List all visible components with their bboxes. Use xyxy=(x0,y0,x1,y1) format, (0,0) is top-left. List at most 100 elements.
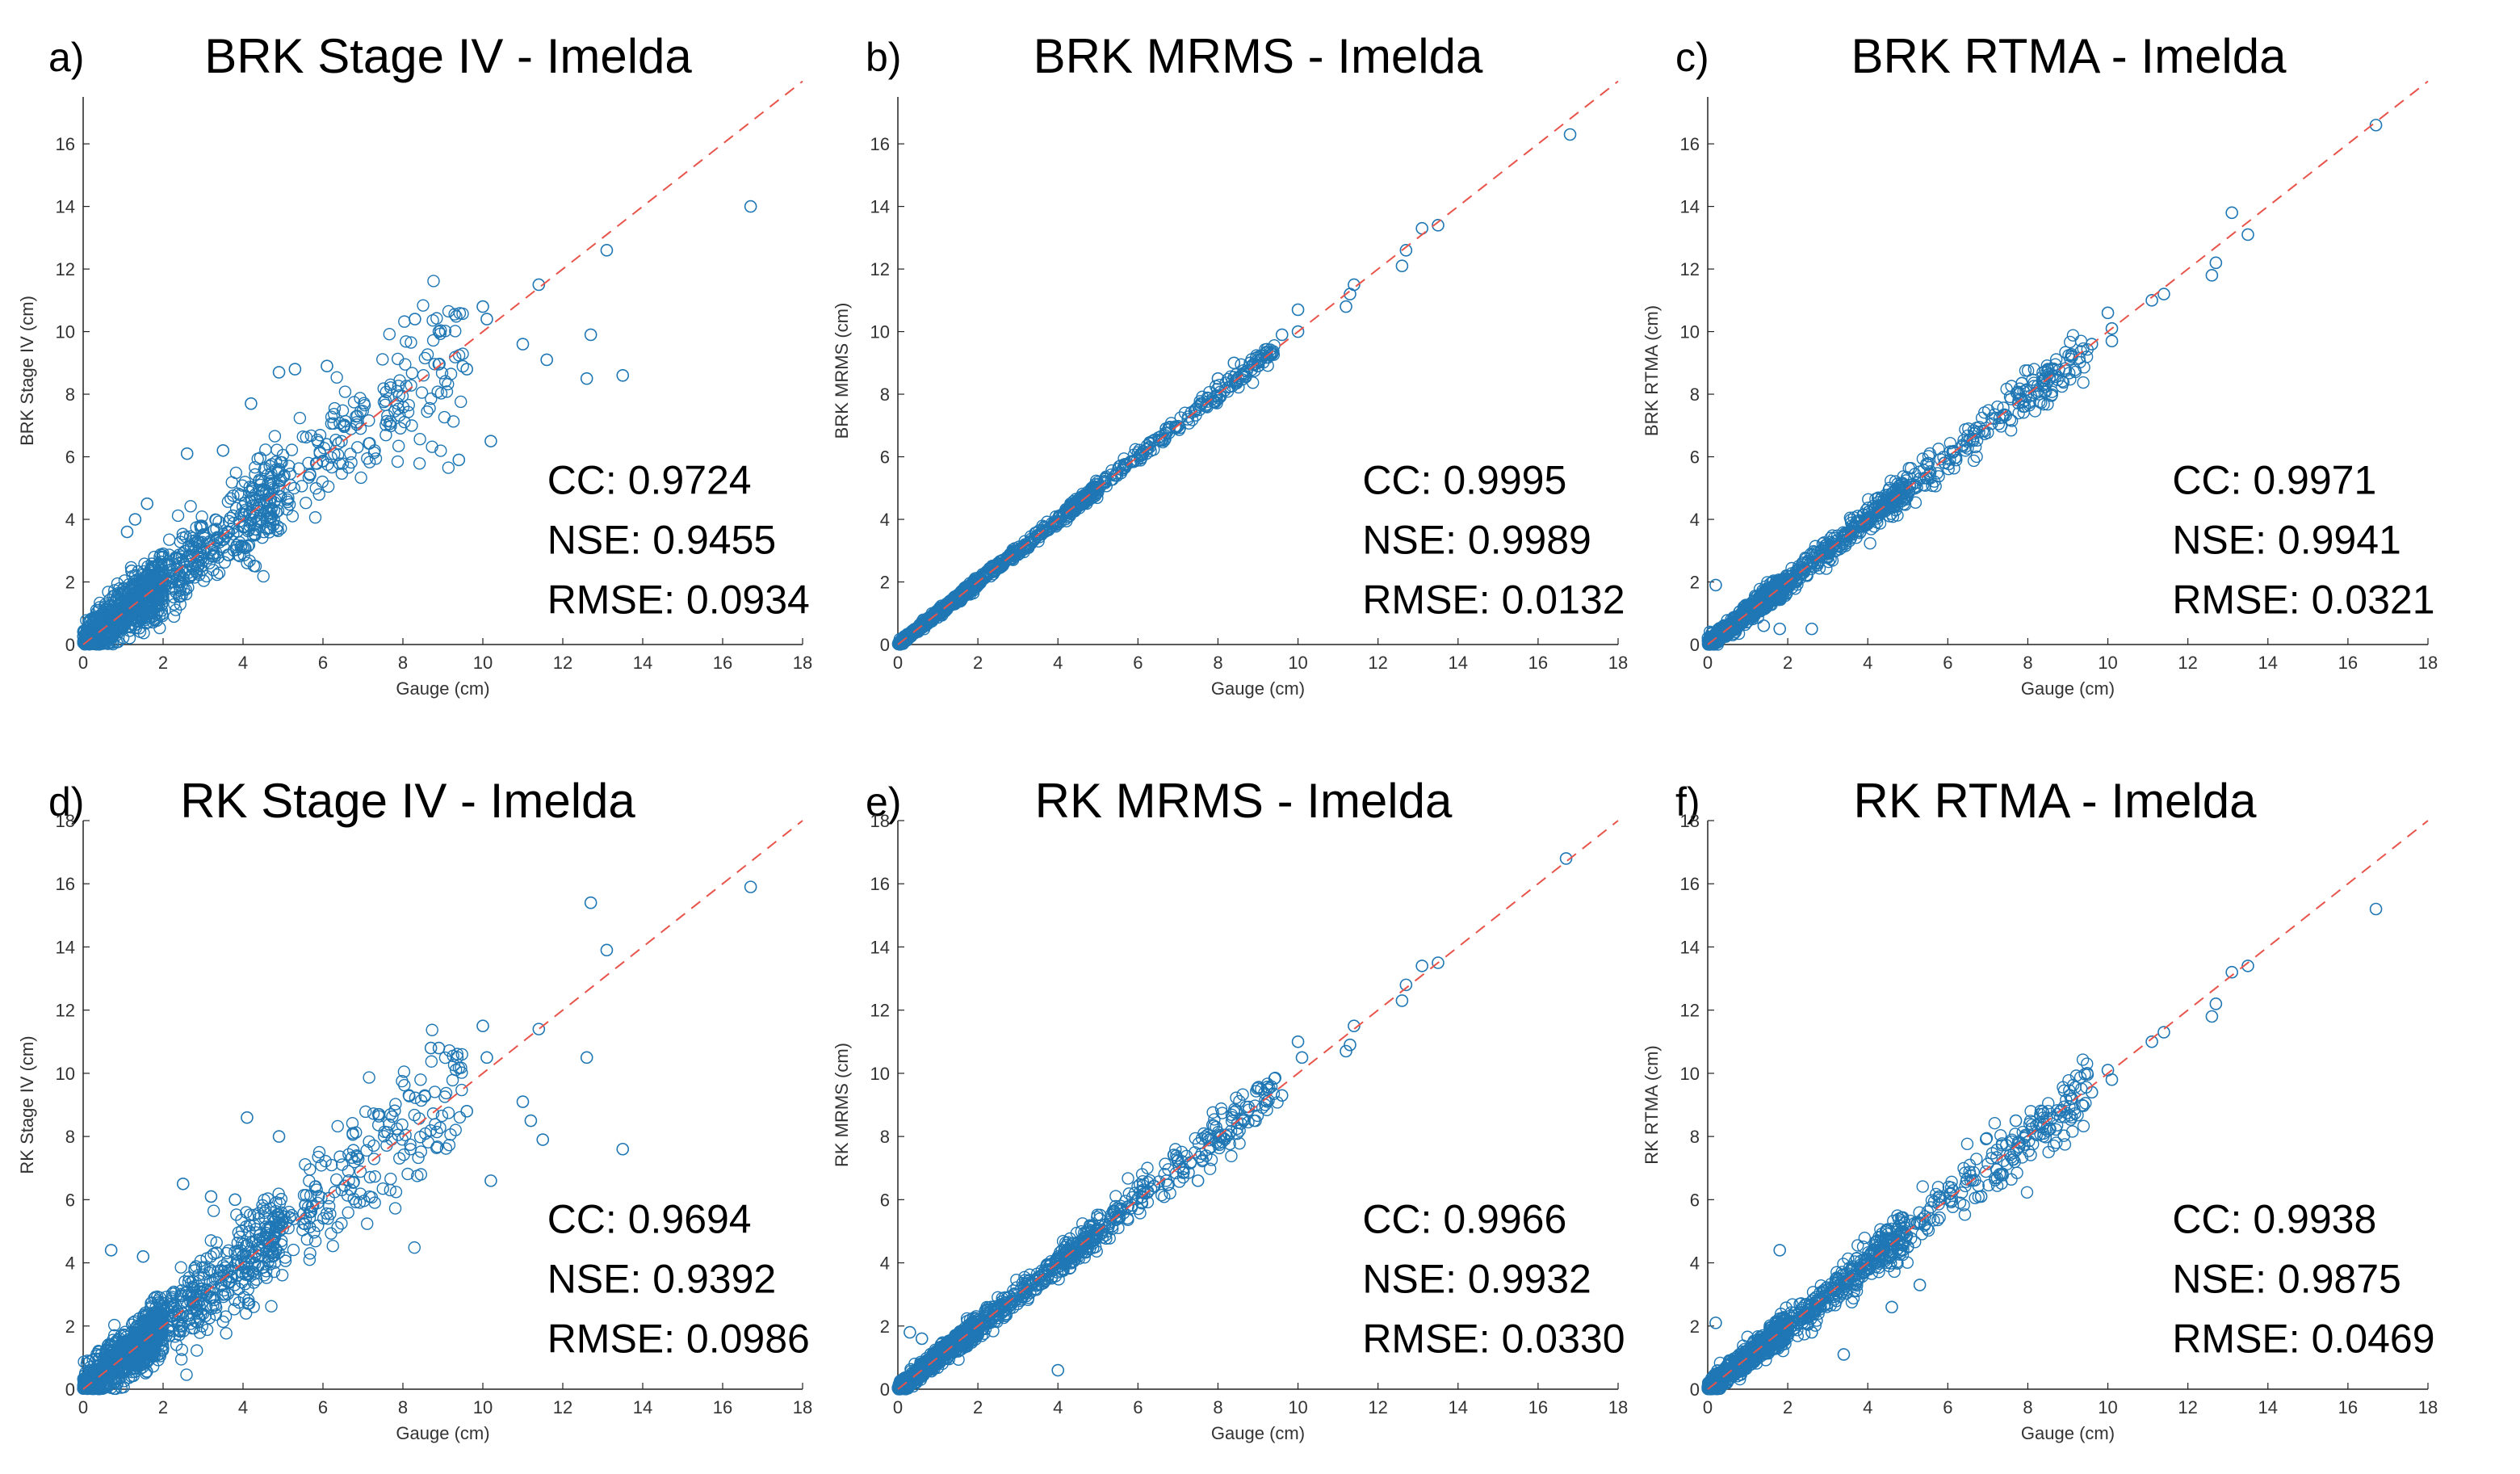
y-tick-label: 8 xyxy=(65,384,75,405)
scatter-point xyxy=(286,444,297,456)
scatter-point xyxy=(363,438,375,449)
scatter-point xyxy=(450,1124,461,1136)
scatter-point xyxy=(352,442,363,453)
scatter-point xyxy=(406,420,417,431)
scatter-point xyxy=(1396,260,1407,271)
x-tick-label: 0 xyxy=(78,653,88,673)
scatter-point xyxy=(422,349,434,360)
scatter-point xyxy=(129,514,140,525)
scatter-point xyxy=(377,354,388,365)
scatter-point xyxy=(392,353,404,364)
scatter-point xyxy=(1969,455,1980,466)
panel-label: a) xyxy=(48,35,84,80)
y-axis-label: RK Stage IV (cm) xyxy=(17,1035,37,1174)
y-tick-label: 12 xyxy=(56,1001,75,1021)
scatter-point xyxy=(585,329,597,340)
panel-title: BRK MRMS - Imelda xyxy=(1034,29,1483,83)
y-tick-label: 14 xyxy=(870,197,890,217)
x-axis-label: Gauge (cm) xyxy=(2021,678,2115,699)
scatter-point xyxy=(1277,329,1288,340)
scatter-point xyxy=(304,1254,315,1266)
panel-title: BRK RTMA - Imelda xyxy=(1851,29,2287,83)
scatter-point xyxy=(384,329,395,340)
scatter-point xyxy=(141,498,153,510)
x-tick-label: 14 xyxy=(633,1397,652,1417)
scatter-point xyxy=(1933,443,1944,455)
y-tick-label: 0 xyxy=(65,1380,75,1400)
x-tick-label: 8 xyxy=(398,1397,408,1417)
y-tick-label: 4 xyxy=(65,510,75,530)
y-tick-label: 2 xyxy=(1690,573,1700,593)
stat-cc: CC: 0.9971 xyxy=(2172,458,2376,503)
x-tick-label: 10 xyxy=(473,653,493,673)
y-tick-label: 12 xyxy=(870,259,890,279)
scatter-point xyxy=(1864,538,1876,549)
x-tick-label: 14 xyxy=(633,653,652,673)
y-axis-label: BRK RTMA (cm) xyxy=(1642,305,1662,436)
x-tick-label: 4 xyxy=(238,1397,248,1417)
x-tick-label: 10 xyxy=(473,1397,493,1417)
stat-cc: CC: 0.9995 xyxy=(1362,458,1566,503)
stat-nse: NSE: 0.9941 xyxy=(2172,518,2401,563)
x-axis-label: Gauge (cm) xyxy=(396,678,489,699)
x-tick-label: 14 xyxy=(2258,653,2278,673)
x-tick-label: 18 xyxy=(1608,653,1628,673)
scatter-point xyxy=(1293,304,1304,315)
y-tick-label: 12 xyxy=(56,259,75,279)
scatter-point xyxy=(477,301,488,313)
scatter-point xyxy=(1758,620,1769,632)
y-tick-label: 14 xyxy=(56,197,75,217)
stat-nse: NSE: 0.9989 xyxy=(1362,518,1591,563)
scatter-point xyxy=(541,354,552,365)
x-tick-label: 12 xyxy=(553,1397,572,1417)
y-tick-label: 10 xyxy=(56,322,75,342)
y-tick-label: 4 xyxy=(65,1254,75,1274)
y-tick-label: 0 xyxy=(880,635,890,655)
scatter-point xyxy=(457,360,468,372)
scatter-point xyxy=(453,454,464,465)
x-tick-label: 4 xyxy=(238,653,248,673)
scatter-point xyxy=(363,1072,375,1083)
y-tick-label: 18 xyxy=(56,811,75,831)
scatter-point xyxy=(362,453,373,464)
scatter-point xyxy=(185,501,196,512)
x-tick-label: 12 xyxy=(1368,653,1387,673)
scatter-point xyxy=(266,1300,277,1312)
y-tick-label: 6 xyxy=(880,447,890,468)
x-axis-label: Gauge (cm) xyxy=(1211,678,1305,699)
scatter-point xyxy=(121,527,132,538)
stat-rmse: RMSE: 0.0934 xyxy=(547,577,810,623)
y-tick-label: 10 xyxy=(870,322,890,342)
scatter-point xyxy=(2210,257,2221,268)
scatter-point xyxy=(2158,288,2170,300)
scatter-point xyxy=(327,1241,338,1252)
x-tick-label: 2 xyxy=(973,653,983,673)
scatter-point xyxy=(415,1074,426,1086)
y-tick-label: 16 xyxy=(56,134,75,154)
scatter-point xyxy=(409,1242,420,1254)
y-axis-label: BRK MRMS (cm) xyxy=(832,303,852,439)
panel-title: BRK Stage IV - Imelda xyxy=(204,29,692,83)
y-tick-label: 6 xyxy=(1690,447,1700,468)
panel-title: RK Stage IV - Imelda xyxy=(180,774,635,828)
y-tick-label: 6 xyxy=(65,1190,75,1210)
scatter-point xyxy=(446,368,457,380)
scatter-point xyxy=(518,338,529,350)
scatter-point xyxy=(427,315,438,326)
scatter-point xyxy=(445,1129,456,1140)
scatter-point xyxy=(217,445,229,456)
y-tick-label: 0 xyxy=(1690,635,1700,655)
scatter-point xyxy=(2103,307,2114,318)
scatter-point xyxy=(168,611,179,622)
scatter-point xyxy=(2226,207,2237,218)
stat-nse: NSE: 0.9455 xyxy=(547,518,777,563)
scatter-point xyxy=(485,435,497,447)
scatter-point xyxy=(745,201,757,212)
scatter-point xyxy=(417,300,429,311)
scatter-point xyxy=(321,439,332,450)
scatter-point xyxy=(331,372,342,383)
scatter-point xyxy=(443,1140,455,1151)
scatter-point xyxy=(342,1207,354,1218)
